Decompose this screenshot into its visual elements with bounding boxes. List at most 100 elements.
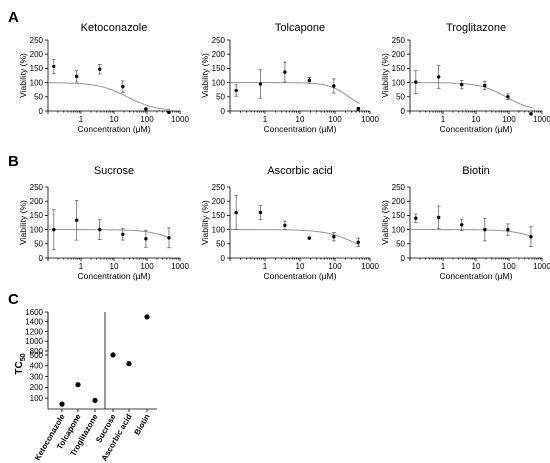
y-tick-label: 0 — [39, 254, 44, 263]
data-point — [483, 227, 487, 232]
data-point — [234, 88, 238, 93]
y-tick-label: 150 — [30, 211, 44, 220]
y-tick-label: 100 — [392, 78, 406, 87]
y-axis-label: Viability (%) — [200, 53, 210, 98]
data-point — [460, 223, 464, 227]
y-tick-label: 150 — [30, 64, 44, 73]
x-tick-label: 10 — [110, 262, 119, 271]
y-tick-label: 50 — [396, 93, 405, 102]
data-point — [356, 240, 360, 245]
x-tick-label: 1 — [441, 262, 446, 271]
x-tick-label: 1000 — [171, 115, 189, 124]
y-tick-label: 150 — [212, 64, 226, 73]
chart-title: Ascorbic acid — [267, 165, 332, 177]
y-tick-label: 0 — [221, 254, 226, 263]
x-axis-label: Concentration (µM) — [440, 124, 513, 134]
x-tick-label: 1 — [263, 262, 268, 271]
data-point — [258, 210, 263, 215]
y-tick-label: 200 — [212, 197, 226, 206]
x-tick-label: 1000 — [533, 115, 550, 124]
y-tick-label: 50 — [396, 240, 405, 249]
chart-title: Biotin — [462, 165, 490, 177]
data-point — [332, 235, 336, 239]
y-tick-label: 1600 — [25, 308, 43, 317]
viability-chart-5: Ascorbic acid 0 50 100 150 200 250 1 10 100 1000 Co… — [200, 165, 379, 281]
data-point — [506, 95, 510, 99]
data-point — [52, 64, 56, 69]
y-tick-label: 100 — [212, 225, 226, 234]
y-tick-label: 1400 — [25, 318, 43, 327]
x-axis-label: Concentration (µM) — [264, 271, 337, 281]
data-point — [307, 78, 312, 83]
x-tick-label: 10 — [110, 115, 119, 124]
y-tick-label: 0 — [221, 107, 226, 116]
data-point — [414, 216, 418, 220]
y-axis-label: Viability (%) — [380, 200, 390, 245]
y-tick-label: 0 — [401, 107, 406, 116]
x-tick-label: 100 — [140, 262, 154, 271]
y-tick-label: 250 — [392, 36, 406, 45]
y-tick-label: 250 — [392, 183, 406, 192]
data-point — [283, 70, 287, 74]
data-point — [460, 82, 464, 87]
data-point — [144, 107, 148, 111]
fit-curve — [48, 229, 171, 239]
viability-chart-3: Troglitazone 0 50 100 150 200 250 1 10 100 1000 Con… — [380, 22, 550, 134]
x-tick-label: 100 — [328, 115, 342, 124]
data-point — [126, 361, 132, 367]
y-axis-label: Viability (%) — [200, 200, 210, 245]
x-axis-label: Concentration (µM) — [78, 271, 151, 281]
data-point — [436, 215, 441, 220]
x-tick-label: 10 — [472, 262, 481, 271]
y-tick-label: 0 — [401, 254, 406, 263]
y-tick-label: 200 — [212, 50, 226, 59]
x-tick-label: 1 — [79, 262, 84, 271]
x-tick-label: 100 — [140, 115, 154, 124]
data-point — [98, 67, 102, 71]
x-tick-label: 10 — [296, 115, 305, 124]
viability-chart-1: Ketoconazole 0 50 100 150 200 250 1 10 100 1000 Con… — [18, 22, 189, 134]
data-point — [307, 236, 312, 240]
viability-chart-2: Tolcapone 0 50 100 150 200 250 1 10 100 1000 Concen… — [200, 22, 379, 134]
x-tick-label: 1 — [441, 115, 446, 124]
panel-label-b: B — [8, 153, 19, 170]
x-axis-label: Concentration (µM) — [440, 271, 513, 281]
fit-curve — [47, 82, 171, 111]
x-tick-label: 1 — [263, 115, 268, 124]
y-tick-label: 150 — [392, 64, 406, 73]
data-point — [74, 74, 79, 79]
data-point — [436, 75, 441, 79]
x-tick-label: 1000 — [171, 262, 189, 271]
data-point — [92, 397, 98, 403]
tc50-chart: 1002003004005008001000120014001600TC50Ke… — [14, 308, 157, 462]
y-tick-label: 250 — [212, 36, 226, 45]
data-point — [332, 84, 336, 88]
y-tick-label: 100 — [30, 78, 44, 87]
data-point — [144, 314, 150, 320]
data-point — [529, 112, 533, 116]
chart-title: Sucrose — [94, 165, 134, 177]
y-tick-label: 100 — [212, 78, 226, 87]
panel-label-c: C — [8, 291, 19, 308]
y-tick-label: 800 — [30, 347, 44, 356]
x-tick-label: 10 — [296, 262, 305, 271]
y-tick-label: 400 — [30, 362, 44, 371]
fit-curve — [230, 229, 360, 246]
y-tick-label: 250 — [30, 183, 44, 192]
y-tick-label: 200 — [392, 197, 406, 206]
y-tick-label: 250 — [212, 183, 226, 192]
data-point — [414, 80, 418, 84]
data-point — [283, 223, 287, 228]
data-point — [258, 82, 263, 86]
y-tick-label: 500 — [30, 351, 44, 360]
x-tick-label: Biotin — [133, 412, 152, 436]
y-tick-label: 100 — [30, 394, 44, 403]
data-point — [144, 236, 148, 241]
y-tick-label: 1000 — [25, 337, 43, 346]
y-tick-label: 1200 — [25, 327, 43, 336]
data-point — [506, 227, 510, 232]
data-point — [59, 401, 65, 407]
x-tick-label: 1000 — [361, 115, 379, 124]
